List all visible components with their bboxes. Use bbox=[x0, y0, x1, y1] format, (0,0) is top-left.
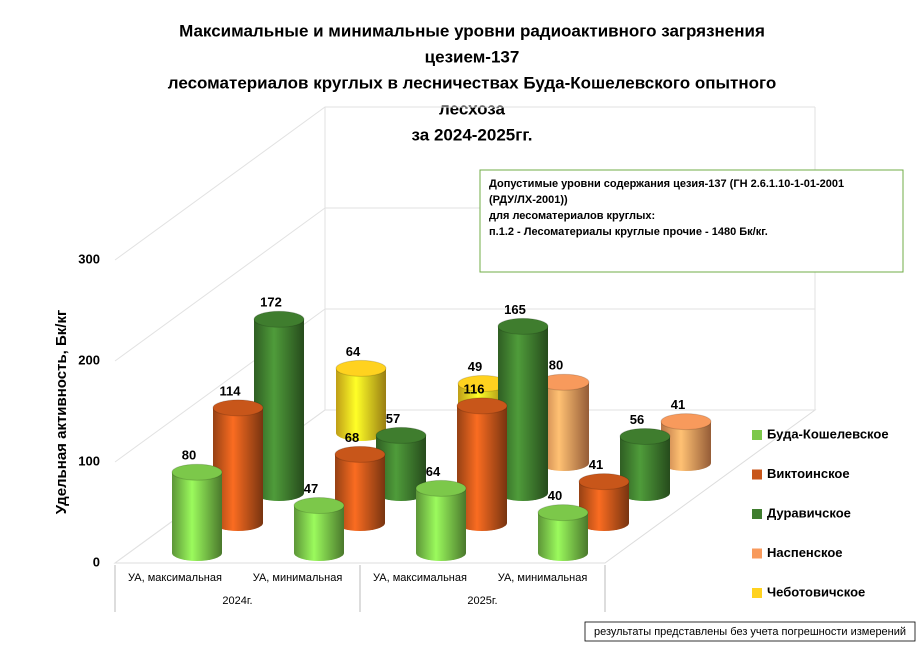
title-line: цезием-137 bbox=[425, 47, 520, 66]
legend-label: Виктоинское bbox=[767, 466, 850, 481]
annotation: для лесоматериалов круглых: bbox=[489, 210, 655, 222]
cylinder bbox=[293, 497, 345, 561]
cylinder-top bbox=[660, 413, 712, 431]
value-label: 64 bbox=[346, 344, 361, 359]
footnote-box bbox=[584, 621, 916, 642]
legend-swatch bbox=[752, 469, 762, 480]
annotation: Допустимые уровни содержания цезия-137 (… bbox=[489, 178, 844, 190]
cylinder-body bbox=[172, 472, 222, 553]
value-label: 114 bbox=[220, 383, 242, 398]
value-label: 172 bbox=[260, 295, 282, 310]
cylinder-top bbox=[578, 473, 630, 491]
cylinder-top bbox=[415, 479, 467, 497]
x-tick-label: УА, минимальная bbox=[498, 572, 588, 584]
annotation-box bbox=[479, 169, 904, 273]
title-line: лесхоза bbox=[439, 99, 505, 118]
y-tick-label: 100 bbox=[78, 453, 100, 468]
y-tick-label: 300 bbox=[78, 251, 100, 266]
value-label: 68 bbox=[345, 430, 359, 445]
legend-label: Чеботовичское bbox=[767, 584, 865, 599]
cylinder bbox=[660, 413, 712, 471]
legend-swatch bbox=[752, 588, 762, 598]
value-label: 40 bbox=[548, 488, 562, 503]
legend-swatch bbox=[752, 509, 762, 519]
value-label: 64 bbox=[426, 464, 441, 479]
cylinder-top bbox=[335, 359, 387, 377]
x-group-label: 2025г. bbox=[467, 595, 497, 607]
cylinder bbox=[456, 397, 508, 531]
plot: 0 100 200 300 УА, максимальная УА, минимальна… bbox=[78, 106, 889, 607]
title-line: лесоматериалов круглых в лесничествах Бу… bbox=[168, 73, 776, 92]
cylinder bbox=[212, 399, 264, 531]
cylinder-top bbox=[619, 427, 671, 445]
y-axis-label: Удельная активность, Бк/кг bbox=[53, 310, 70, 514]
value-label: 116 bbox=[464, 381, 485, 396]
value-label: 56 bbox=[630, 412, 644, 427]
value-label: 80 bbox=[549, 358, 563, 373]
cylinder bbox=[619, 427, 671, 501]
x-tick-label: УА, максимальная bbox=[128, 572, 222, 584]
legend-label: Дуравичское bbox=[767, 505, 851, 520]
legend-swatch bbox=[752, 548, 762, 559]
y-tick-label: 0 bbox=[93, 554, 100, 569]
x-group-label: 2024г. bbox=[222, 595, 252, 607]
cylinder-top bbox=[171, 463, 223, 481]
footnote: результаты представлены без учета погреш… bbox=[594, 626, 906, 638]
cylinder-top bbox=[456, 397, 508, 415]
cylinder-top bbox=[293, 497, 345, 515]
value-label: 165 bbox=[504, 302, 526, 317]
cylinder bbox=[415, 479, 467, 561]
cylinder bbox=[537, 504, 589, 561]
title-line: за 2024-2025гг. bbox=[412, 125, 533, 144]
value-label: 47 bbox=[304, 481, 318, 496]
cylinder-top bbox=[375, 426, 427, 444]
value-label: 41 bbox=[589, 457, 603, 472]
value-label: 41 bbox=[671, 397, 685, 412]
title: Максимальные и минимальные уровни радиоа… bbox=[168, 21, 776, 144]
annotation: (РДУ/ЛХ-2001)) bbox=[489, 194, 568, 206]
cylinder-top bbox=[212, 399, 264, 417]
cylinder bbox=[578, 473, 630, 531]
value-label: 57 bbox=[386, 411, 400, 426]
title-line: Максимальные и минимальные уровни радиоа… bbox=[179, 21, 765, 40]
cylinder bbox=[335, 359, 387, 441]
cylinder-top bbox=[253, 310, 305, 328]
category-table bbox=[114, 565, 606, 612]
cylinder-top bbox=[334, 445, 386, 463]
cylinder bbox=[171, 463, 223, 561]
legend-swatch bbox=[752, 430, 762, 440]
cylinder-top bbox=[497, 317, 549, 335]
legend-label: Буда-Кошелевское bbox=[767, 426, 889, 441]
cylinder-top bbox=[537, 504, 589, 522]
cylinder-body bbox=[416, 488, 466, 553]
annotation: п.1.2 - Лесоматериалы круглые прочие - 1… bbox=[489, 226, 768, 238]
cylinder-body bbox=[336, 368, 386, 433]
value-label: 80 bbox=[182, 448, 196, 463]
y-tick-label: 200 bbox=[78, 352, 100, 367]
x-tick-label: УА, минимальная bbox=[253, 572, 343, 584]
x-tick-label: УА, максимальная bbox=[373, 572, 467, 584]
legend-label: Наспенское bbox=[767, 545, 843, 560]
value-label: 49 bbox=[468, 359, 482, 374]
